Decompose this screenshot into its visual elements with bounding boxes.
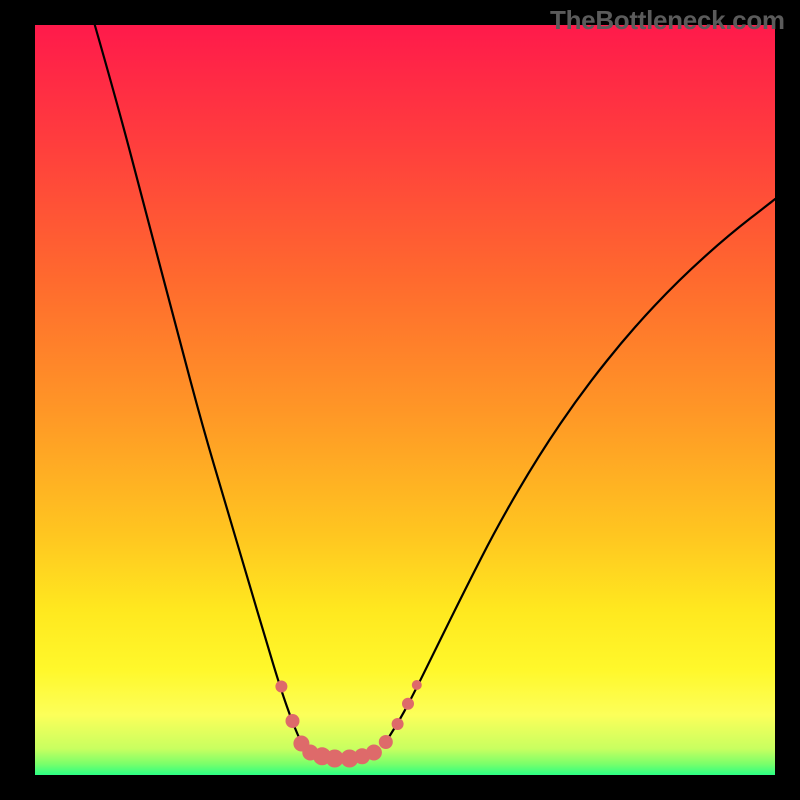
chart-svg (0, 0, 800, 800)
data-marker (275, 681, 287, 693)
marker-group (275, 680, 421, 768)
data-marker (286, 714, 300, 728)
data-marker (379, 735, 393, 749)
data-marker (412, 680, 422, 690)
data-marker (402, 698, 414, 710)
chart-frame: TheBottleneck.com (0, 0, 800, 800)
data-marker (366, 745, 382, 761)
curve-left (91, 10, 303, 747)
data-marker (392, 718, 404, 730)
curve-right (383, 199, 775, 747)
